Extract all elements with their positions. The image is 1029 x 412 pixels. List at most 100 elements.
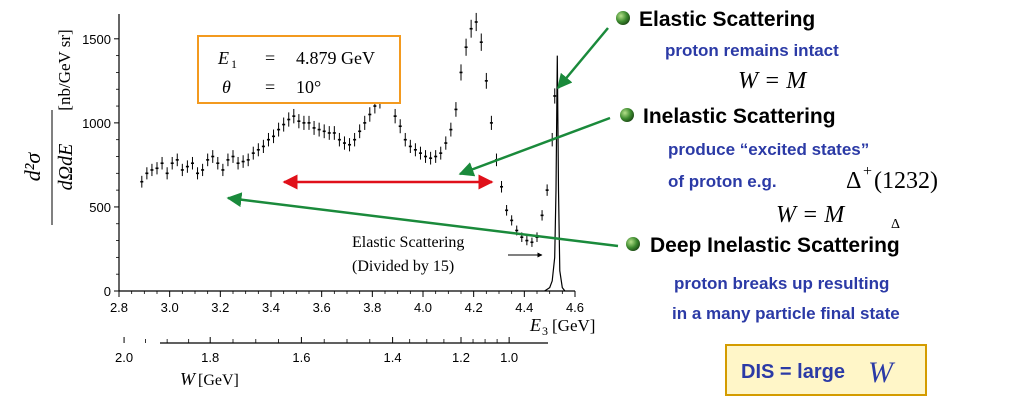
elastic-peak-line [544,55,566,292]
y-tick-label: 500 [89,200,111,215]
note-dis-sub2: in a many particle final state [672,304,900,323]
data-point [424,150,428,163]
data-point [439,146,443,160]
y-label-units: [nb/GeV sr] [55,29,74,110]
data-point [429,151,433,165]
data-point [190,156,194,170]
note-inelastic-eq: W = M [776,202,846,228]
data-point [292,108,296,124]
data-point [358,124,362,139]
data-point [327,126,331,140]
data-point [256,143,260,157]
data-point [505,204,509,216]
note-inelastic-title: Inelastic Scattering [643,105,836,128]
data-point [408,139,412,154]
data-point [444,136,448,150]
elastic-annotation-line2: (Divided by 15) [352,258,454,275]
data-point [553,88,557,104]
data-point [170,156,174,170]
data-point [434,150,438,163]
y-tick-label: 0 [104,284,111,299]
data-point [150,163,154,177]
data-point [479,33,483,51]
y-label-denominator: dΩdE [55,144,77,191]
w-ticks: 2.0 1.8 1.6 1.4 1.2 1.0 [115,337,518,365]
data-point [484,72,488,89]
data-point [282,117,286,132]
x-tick-label: 3.6 [313,300,331,315]
data-point [226,153,230,167]
y-tick-label: 1500 [82,32,111,47]
data-point [261,139,265,154]
note-elastic-title: Elastic Scattering [639,8,815,31]
note-delta-symbol: Δ [846,168,861,194]
data-point [312,120,316,135]
data-point [231,150,235,163]
data-point [155,162,159,175]
data-point [363,115,367,130]
data-point [540,210,544,221]
dis-box-text: DIS = large [741,361,845,383]
w-tick-label: 2.0 [115,350,133,365]
elastic-annotation-line1: Elastic Scattering [352,234,464,251]
x-tick-label: 3.4 [262,300,280,315]
w-tick-label: 1.4 [384,350,402,365]
dis-box: DIS = large W [725,344,927,396]
x-tick-label: 4.0 [414,300,432,315]
data-point [201,163,205,177]
data-point [272,129,276,144]
x-tick-label: 4.2 [465,300,483,315]
note-elastic-sub: proton remains intact [665,41,839,60]
data-point [510,215,514,226]
data-point [398,119,402,134]
note-inelastic-sub1: produce “excited states” [668,140,869,159]
data-point [140,175,144,188]
x-tick-label: 3.2 [211,300,229,315]
y-ticks: 0 500 1000 1500 [82,32,119,299]
data-point [469,19,473,38]
note-inelastic-sub2: of proton e.g. [668,172,777,191]
data-point [266,132,270,147]
data-point [348,138,352,152]
data-point [449,122,453,137]
data-point [474,12,478,32]
data-point [302,115,306,130]
data-point [221,163,225,177]
box-theta-rhs: 10° [296,77,321,97]
data-point [530,237,534,247]
data-point [297,114,301,129]
box-e-sub: 1 [231,57,237,71]
data-point [525,235,529,246]
box-e-rhs: 4.879 GeV [296,48,375,68]
data-point [241,155,245,168]
data-point [393,108,397,124]
data-point [206,153,210,167]
box-theta-lhs: θ [222,77,231,97]
x-tick-label: 3.8 [363,300,381,315]
w-label-w: W [180,369,197,389]
data-point [287,112,291,127]
x-ticks: 2.8 3.0 3.2 3.4 3.6 3.8 4.0 4.2 4.4 4.6 [110,291,584,315]
elastic-green-arrow [557,27,609,90]
data-point [500,180,504,193]
y-tick-label: 1000 [82,116,111,131]
note-dis-title: Deep Inelastic Scattering [650,234,900,257]
y-label-numerator: d²σ [20,152,45,182]
x-tick-label: 2.8 [110,300,128,315]
data-point [236,156,240,170]
w-label-unit: [GeV] [198,372,239,389]
x-label-e: E [529,315,541,335]
w-tick-label: 1.8 [201,350,219,365]
data-point [165,167,169,180]
data-point [211,150,215,163]
x-tick-label: 4.6 [566,300,584,315]
x-label-unit: [GeV] [552,316,595,335]
w-tick-label: 1.6 [292,350,310,365]
data-point [413,143,417,157]
note-inelastic-eq-sub: Δ [891,217,900,232]
data-point [317,122,321,137]
dis-box-w: W [868,356,896,389]
data-point [353,132,357,147]
params-box: E 1 = 4.879 GeV θ = 10° [197,35,401,104]
